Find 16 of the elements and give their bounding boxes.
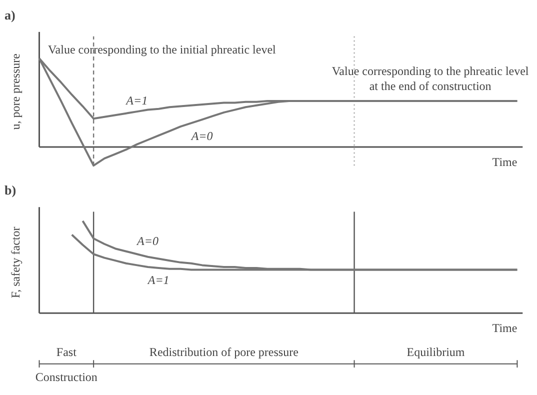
chart-title: a): [4, 8, 16, 22]
chart-title: b): [4, 182, 16, 198]
series-label: A=1: [146, 273, 170, 288]
x-axis-title: Time: [492, 321, 518, 336]
series-label: A=1: [125, 93, 148, 108]
x-axis-title: Time: [492, 154, 518, 169]
text: Fast: [56, 344, 78, 359]
text: Redistribution of pore pressure: [149, 344, 298, 359]
y-axis-title: F, safety factor: [8, 226, 22, 298]
text: Construction: [35, 370, 98, 384]
text: Equilibrium: [406, 344, 466, 359]
series-label: A=0: [136, 234, 158, 248]
y-axis-title: u, pore pressure: [8, 53, 22, 130]
annotation: Value corresponding to the phreatic level at the end of construction: [332, 64, 530, 93]
text: Value corresponding to the initial phreatic level: [48, 42, 277, 56]
series-label: A=0: [190, 129, 213, 144]
